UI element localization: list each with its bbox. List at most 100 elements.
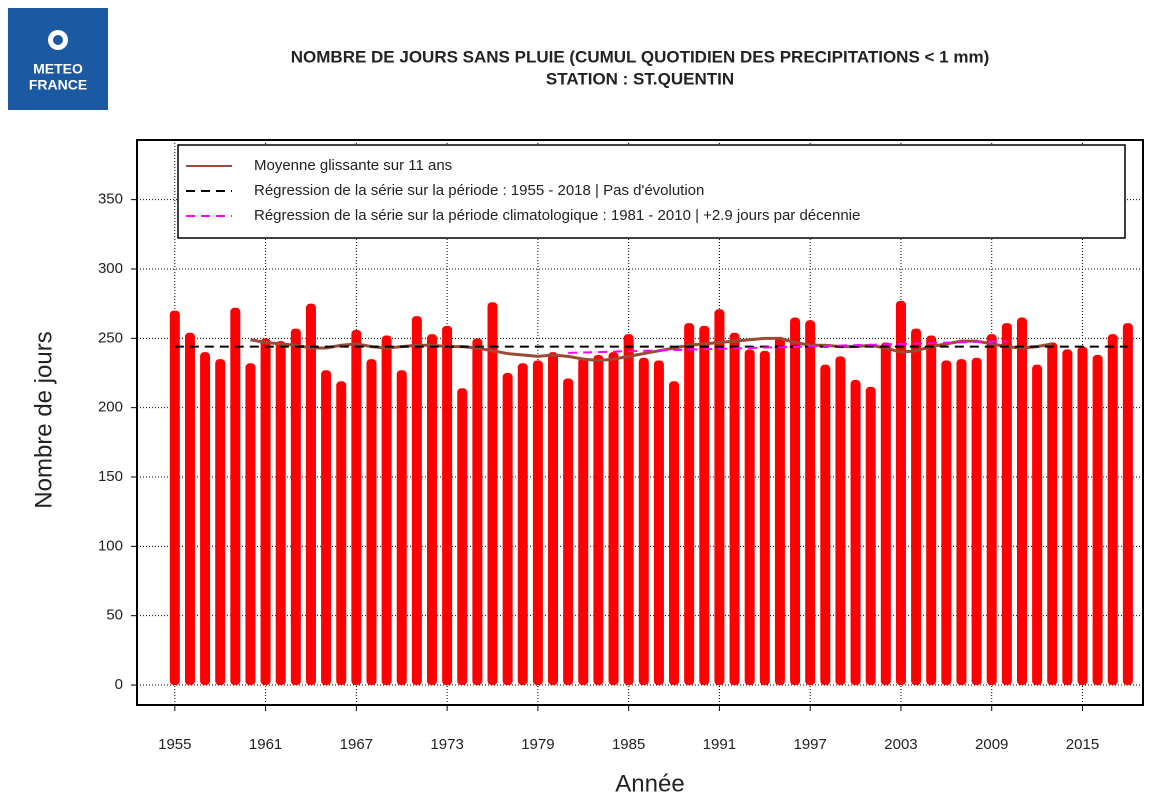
x-tick-label: 1961 [249,736,282,753]
bar [472,338,483,686]
bar [260,338,271,686]
bar [986,334,997,686]
bar [426,334,437,686]
bar [880,342,891,686]
bar [926,335,937,686]
bar [411,316,422,686]
bar [1107,334,1118,686]
plot-frame [136,139,1144,706]
x-tick-label: 2009 [975,736,1008,753]
bar [1092,354,1103,686]
bar [835,356,846,686]
y-tick-label: 150 [98,468,123,485]
bar [1047,342,1058,686]
legend-label: Régression de la série sur la période cl… [254,207,860,224]
bar [1062,349,1073,686]
bar [593,354,604,686]
bar [1032,364,1043,686]
bar [366,359,377,686]
bar [653,360,664,686]
bar [790,317,801,686]
bar [230,307,241,686]
logo-text: METEO [33,61,83,77]
bar [336,381,347,686]
y-tick-label: 100 [98,537,123,554]
logo-box [8,8,108,110]
bar [714,309,725,686]
bar [623,334,634,686]
x-tick-label: 1979 [521,736,554,753]
legend-label: Régression de la série sur la période : … [254,182,704,199]
x-tick-label: 1973 [430,736,463,753]
bar [669,381,680,686]
x-tick-label: 1997 [794,736,827,753]
bar [805,320,816,686]
legend-box [177,144,1126,239]
bar [1016,317,1027,686]
y-tick-label: 0 [115,676,123,693]
y-axis-label: Nombre de jours [30,331,57,508]
bar [638,357,649,686]
bar [774,336,785,686]
bar [1001,323,1012,686]
bar [729,332,740,686]
bar [275,341,286,686]
bar [215,359,226,686]
logo-icon-inner [53,35,63,45]
y-tick-label: 300 [98,260,123,277]
bar [517,363,528,686]
x-tick-label: 1955 [158,736,191,753]
series-line [250,336,1053,363]
y-tick-label: 250 [98,329,123,346]
bar [684,323,695,686]
bar [911,328,922,686]
x-tick-label: 1985 [612,736,645,753]
bar [1122,323,1133,686]
bar [381,335,392,686]
bar [865,386,876,686]
bar [971,357,982,686]
bar [457,388,468,686]
bar [442,325,453,686]
logo-text: FRANCE [29,77,87,93]
x-tick-label: 2003 [884,736,917,753]
bar [184,332,195,686]
y-tick-label: 50 [106,607,123,624]
x-axis-label: Année [615,770,684,797]
y-tick-label: 200 [98,399,123,416]
bar [895,300,906,686]
bar [608,352,619,686]
bar [200,352,211,686]
bar [578,357,589,686]
bar [245,363,256,686]
bar [941,360,952,686]
bar [321,370,332,686]
bar [744,349,755,686]
series-line [568,340,1007,354]
bar [487,302,498,686]
y-tick-label: 350 [98,191,123,208]
x-tick-label: 2015 [1066,736,1099,753]
chart-subtitle: STATION : ST.QUENTIN [546,69,734,88]
bar [169,310,180,686]
bar [956,359,967,686]
bar [1077,346,1088,686]
bar [850,379,861,686]
bar [532,360,543,686]
x-tick-label: 1967 [340,736,373,753]
bar [290,328,301,686]
chart-title: NOMBRE DE JOURS SANS PLUIE (CUMUL QUOTID… [291,47,990,66]
bar [699,325,710,686]
bar [396,370,407,686]
x-tick-label: 1991 [703,736,736,753]
bar [502,372,513,686]
bar [351,329,362,686]
bar [759,350,770,686]
legend-label: Moyenne glissante sur 11 ans [254,157,452,174]
bar [563,378,574,686]
bar [548,352,559,686]
bar [820,364,831,686]
bar [305,303,316,686]
